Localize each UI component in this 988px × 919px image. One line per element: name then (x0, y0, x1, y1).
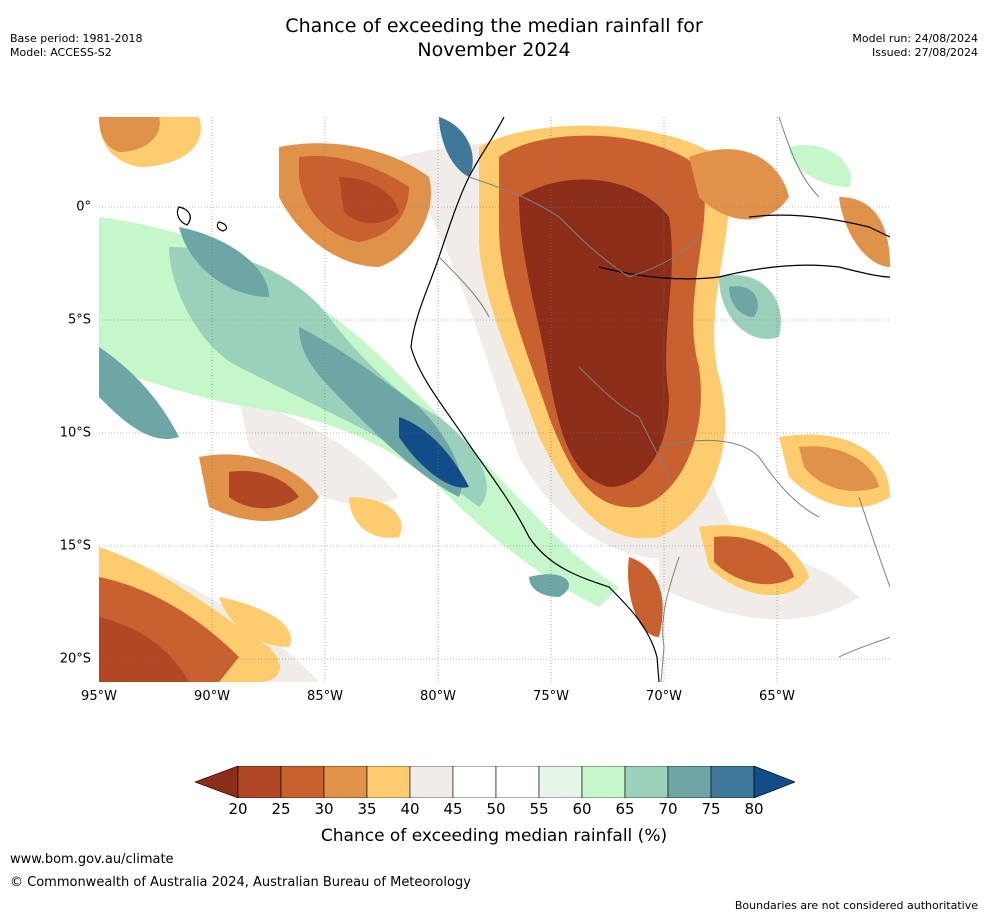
colorbar-tick: 75 (701, 800, 721, 818)
y-tick-label: 10°S (59, 425, 91, 441)
footer-url: www.bom.gov.au/climate (10, 852, 174, 867)
x-tick-label: 90°W (194, 689, 230, 704)
colorbar-swatch (280, 765, 325, 799)
colorbar-swatch (710, 765, 755, 799)
header-left-info: Base period: 1981-2018 Model: ACCESS-S2 (10, 32, 142, 60)
colorbar-tick: 60 (572, 800, 592, 818)
footer-disclaimer: Boundaries are not considered authoritat… (734, 899, 978, 912)
colorbar-svg (194, 765, 796, 799)
colorbar-tick: 35 (357, 800, 377, 818)
y-tick-label: 20°S (59, 651, 91, 667)
x-tick-label: 85°W (307, 689, 343, 704)
colorbar-swatch (452, 765, 497, 799)
issued-text: Issued: 27/08/2024 (871, 46, 978, 59)
dry-region (99, 117, 890, 682)
map-title: Chance of exceeding the median rainfall … (194, 14, 794, 62)
colorbar-tick: 65 (615, 800, 635, 818)
x-tick-label: 75°W (533, 689, 569, 704)
x-tick-label: 70°W (646, 689, 682, 704)
x-tick-label: 65°W (759, 689, 795, 704)
colorbar-high-arrow (753, 765, 796, 799)
colorbar-swatch (667, 765, 712, 799)
rainfall-map (99, 117, 890, 682)
y-tick-label: 5°S (67, 312, 91, 328)
colorbar-tick: 45 (443, 800, 463, 818)
x-tick-label: 80°W (420, 689, 456, 704)
title-line-2: November 2024 (417, 39, 571, 61)
colorbar-swatch (495, 765, 540, 799)
colorbar-tick: 80 (744, 800, 764, 818)
model-run-text: Model run: 24/08/2024 (852, 32, 978, 45)
footer-copyright: © Commonwealth of Australia 2024, Austra… (10, 875, 471, 890)
colorbar-swatch (538, 765, 583, 799)
colorbar-tick: 70 (658, 800, 678, 818)
colorbar-tick: 50 (486, 800, 506, 818)
colorbar-label: Chance of exceeding median rainfall (%) (320, 826, 668, 846)
y-tick-label: 15°S (59, 538, 91, 554)
coastline (176, 117, 890, 682)
title-line-1: Chance of exceeding the median rainfall … (285, 15, 703, 37)
colorbar-tick: 20 (228, 800, 248, 818)
colorbar-swatch (624, 765, 669, 799)
wet-region (99, 117, 851, 607)
colorbar-swatch (581, 765, 626, 799)
colorbar-low-arrow (194, 765, 239, 799)
model-text: Model: ACCESS-S2 (10, 46, 112, 59)
colorbar-swatch (323, 765, 368, 799)
header-right-info: Model run: 24/08/2024 Issued: 27/08/2024 (852, 32, 978, 60)
colorbar-swatch (409, 765, 454, 799)
y-tick-label: 0° (76, 199, 91, 215)
colorbar-tick: 25 (271, 800, 291, 818)
base-period-text: Base period: 1981-2018 (10, 32, 143, 45)
rainfall-map-svg (99, 117, 890, 682)
colorbar-swatch (237, 765, 282, 799)
colorbar-tick: 55 (529, 800, 549, 818)
colorbar-tick: 30 (314, 800, 334, 818)
x-tick-label: 95°W (81, 689, 117, 704)
colorbar (194, 765, 796, 799)
colorbar-swatch (366, 765, 411, 799)
country-borders (438, 117, 890, 682)
colorbar-tick: 40 (400, 800, 420, 818)
